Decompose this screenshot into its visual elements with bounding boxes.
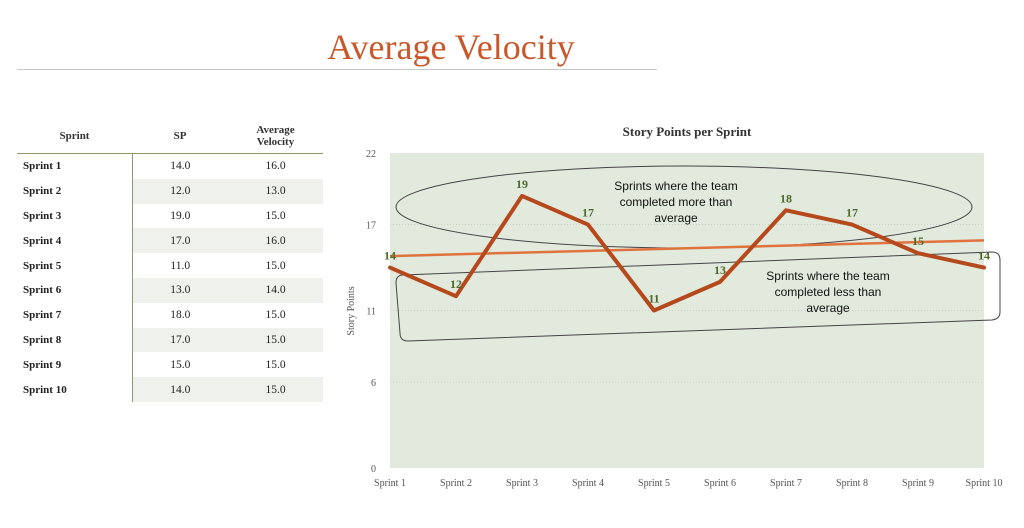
data-label: 17 <box>582 206 594 220</box>
cell-sp: 11.0 <box>170 259 191 272</box>
x-tick-labels: Sprint 1 Sprint 2 Sprint 3 Sprint 4 Sprint 5… <box>374 478 1002 489</box>
y-tick-label: 6 <box>371 378 376 389</box>
table-row: Sprint 4 17.0 16.0 <box>17 228 323 254</box>
cell-sp: 12.0 <box>132 178 228 204</box>
data-label: 12 <box>450 277 462 291</box>
y-tick-label: 22 <box>366 149 376 160</box>
header-average-line1: Average <box>256 123 295 136</box>
cell-avg: 15.0 <box>265 358 286 371</box>
cell-avg: 15.0 <box>265 209 286 222</box>
y-tick-label: 0 <box>371 464 376 475</box>
cell-avg: 15.0 <box>228 327 323 353</box>
x-tick-label: Sprint 10 <box>966 478 1003 489</box>
data-label: 19 <box>516 177 528 191</box>
cell-sprint: Sprint 6 <box>17 277 133 303</box>
cell-avg: 16.0 <box>228 228 323 254</box>
table-row: Sprint 5 11.0 15.0 <box>17 253 323 278</box>
above-average-line1: Sprints where the team <box>614 179 737 193</box>
table-row: Sprint 7 18.0 15.0 <box>17 302 323 328</box>
page-title: Average Velocity <box>327 27 575 67</box>
x-tick-label: Sprint 7 <box>770 478 802 489</box>
y-tick-label: 17 <box>366 221 376 232</box>
story-points-chart: Story Points per Sprint 0 6 11 17 22 Sprint … <box>330 115 1024 523</box>
above-average-line2: completed more than <box>620 195 733 209</box>
cell-sprint: Sprint 8 <box>17 327 133 353</box>
cell-sprint: Sprint 5 <box>17 253 133 278</box>
below-average-line2: completed less than <box>775 285 882 299</box>
cell-sprint: Sprint 1 <box>17 153 133 179</box>
x-tick-label: Sprint 3 <box>506 478 538 489</box>
cell-sp: 14.0 <box>170 160 191 173</box>
callout-above-average: Sprints where the team completed more th… <box>395 165 973 249</box>
above-average-line3: average <box>654 211 698 225</box>
table-header-row: Sprint SP Average Velocity <box>17 118 323 154</box>
y-tick-label: 11 <box>366 307 376 318</box>
below-average-box <box>395 251 1001 342</box>
data-label: 14 <box>384 249 396 263</box>
x-tick-label: Sprint 1 <box>374 478 406 489</box>
x-tick-label: Sprint 6 <box>704 478 736 489</box>
cell-sp: 18.0 <box>170 309 191 322</box>
cell-sprint: Sprint 2 <box>17 178 133 204</box>
cell-avg: 14.0 <box>228 277 323 303</box>
header-average-velocity: Average Velocity <box>228 118 323 154</box>
table-row: Sprint 10 14.0 15.0 <box>17 377 323 402</box>
chart-title: Story Points per Sprint <box>623 124 752 139</box>
cell-avg: 15.0 <box>265 309 286 322</box>
table-row: Sprint 2 12.0 13.0 <box>17 178 323 204</box>
x-tick-label: Sprint 2 <box>440 478 472 489</box>
table-row: Sprint 8 17.0 15.0 <box>17 327 323 353</box>
gridlines <box>390 224 984 383</box>
cell-avg: 16.0 <box>265 160 286 173</box>
below-average-line3: average <box>806 301 850 315</box>
cell-sprint: Sprint 3 <box>17 203 133 229</box>
table-row: Sprint 1 14.0 16.0 <box>17 153 323 179</box>
title-divider <box>17 69 657 70</box>
velocity-table: Sprint SP Average Velocity Sprint 1 14.0… <box>17 118 323 402</box>
cell-sp: 14.0 <box>132 377 228 402</box>
below-average-line1: Sprints where the team <box>766 269 889 283</box>
data-label: 11 <box>648 292 659 306</box>
data-label: 14 <box>978 249 990 263</box>
cell-sp: 17.0 <box>132 228 228 254</box>
x-tick-label: Sprint 9 <box>902 478 934 489</box>
data-label: 15 <box>912 234 924 248</box>
x-tick-label: Sprint 8 <box>836 478 868 489</box>
table-row: Sprint 3 19.0 15.0 <box>17 203 323 229</box>
series-sp-line <box>388 193 986 313</box>
callout-below-average: Sprints where the team completed less th… <box>395 251 1001 342</box>
average-trendline <box>389 239 985 258</box>
cell-sprint: Sprint 9 <box>17 352 133 378</box>
header-sprint: Sprint <box>59 129 90 142</box>
x-tick-label: Sprint 5 <box>638 478 670 489</box>
data-label: 13 <box>714 263 726 277</box>
cell-sprint: Sprint 7 <box>17 302 133 328</box>
cell-sp: 15.0 <box>170 358 191 371</box>
data-label: 17 <box>846 206 858 220</box>
cell-sp: 17.0 <box>132 327 228 353</box>
cell-avg: 13.0 <box>228 178 323 204</box>
cell-sp: 13.0 <box>132 277 228 303</box>
header-sp: SP <box>173 129 187 142</box>
cell-sprint: Sprint 10 <box>17 377 133 402</box>
data-label: 18 <box>780 191 792 205</box>
table-row: Sprint 6 13.0 14.0 <box>17 277 323 303</box>
cell-avg: 15.0 <box>228 377 323 402</box>
y-tick-labels: 0 6 11 17 22 <box>366 149 376 475</box>
cell-avg: 15.0 <box>265 259 286 272</box>
chart-svg: Story Points per Sprint 0 6 11 17 22 Sprint … <box>346 124 1002 489</box>
data-labels: 14 12 19 17 11 13 18 17 15 14 <box>384 177 990 306</box>
cell-sp: 19.0 <box>170 209 191 222</box>
header-average-line2: Velocity <box>256 135 295 148</box>
cell-sprint: Sprint 4 <box>17 228 133 254</box>
x-tick-label: Sprint 4 <box>572 478 604 489</box>
table-row: Sprint 9 15.0 15.0 <box>17 352 323 378</box>
y-axis-label: Story Points <box>346 286 357 335</box>
